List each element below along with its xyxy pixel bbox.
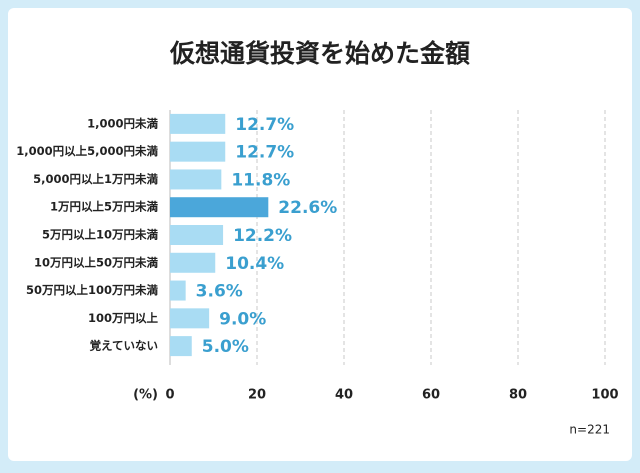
bar xyxy=(170,336,192,357)
bar xyxy=(170,169,222,190)
value-label: 3.6% xyxy=(196,282,243,302)
y-tick-label: 覚えていない xyxy=(90,339,158,353)
value-label: 12.7% xyxy=(235,115,294,135)
value-label: 5.0% xyxy=(202,337,249,357)
bar xyxy=(170,280,186,301)
x-axis-label: (%) xyxy=(133,388,158,403)
y-tick-label: 1,000円以上5,000円未満 xyxy=(16,144,158,158)
bar xyxy=(170,308,210,329)
chart-title: 仮想通貨投資を始めた金額 xyxy=(169,39,470,68)
value-label: 12.2% xyxy=(233,226,292,246)
value-label: 10.4% xyxy=(225,254,284,274)
value-label: 9.0% xyxy=(219,309,266,329)
y-tick-label: 1万円以上5万円未満 xyxy=(50,200,159,214)
y-tick-label: 50万円以上100万円未満 xyxy=(26,283,159,297)
sample-note: n=221 xyxy=(569,423,610,437)
bar xyxy=(170,141,226,162)
y-tick-label: 100万円以上 xyxy=(88,311,159,325)
x-tick-label: 40 xyxy=(335,388,353,403)
bar xyxy=(170,225,224,245)
x-tick-label: 80 xyxy=(509,388,527,403)
bar xyxy=(170,197,269,218)
y-tick-label: 5,000円以上1万円未満 xyxy=(33,172,158,186)
value-label: 22.6% xyxy=(278,198,337,218)
value-label: 12.7% xyxy=(235,143,294,163)
panel xyxy=(8,8,632,461)
y-tick-label: 5万円以上10万円未満 xyxy=(42,228,159,242)
y-tick-label: 1,000円未満 xyxy=(87,116,158,130)
y-tick-label: 10万円以上50万円未満 xyxy=(34,255,159,269)
x-tick-label: 20 xyxy=(248,388,266,403)
x-tick-label: 100 xyxy=(591,388,618,403)
x-tick-label: 60 xyxy=(422,388,440,403)
x-tick-label: 0 xyxy=(165,388,174,403)
bar xyxy=(170,113,226,134)
value-label: 11.8% xyxy=(231,170,290,190)
bar xyxy=(170,252,216,273)
